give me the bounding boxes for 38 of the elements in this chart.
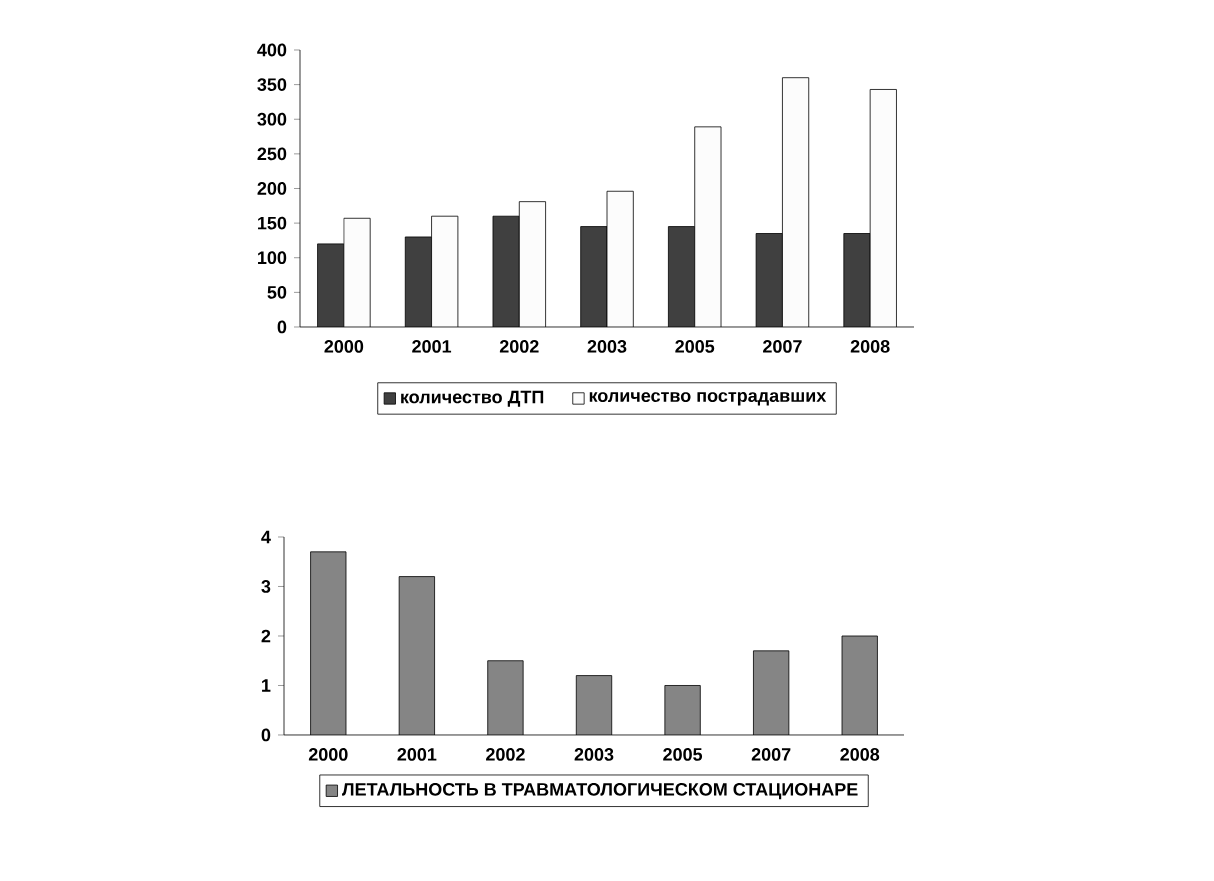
y-tick-label: 0 [261, 728, 271, 742]
bar [317, 243, 344, 327]
y-tick-label: 300 [257, 112, 287, 126]
x-tick-label: 2008 [850, 340, 890, 353]
x-tick-label: 2000 [308, 748, 348, 761]
y-tick-label: 1 [262, 679, 271, 692]
bar [756, 233, 783, 327]
bar [580, 226, 607, 327]
x-tick-label: 2008 [840, 748, 880, 761]
x-tick-label: 2002 [486, 748, 525, 761]
x-tick-label: 2002 [499, 340, 539, 353]
x-tick-label: 2003 [587, 340, 627, 353]
x-tick-label: 2005 [675, 340, 715, 353]
y-tick-label: 3 [261, 580, 271, 593]
bar [668, 226, 695, 327]
x-tick-label: 2007 [763, 340, 802, 353]
bar [843, 233, 871, 327]
legend-label: ЛЕТАЛЬНОСТЬ В ТРАВМАТОЛОГИЧЕСКОМ СТАЦИОНАРЕ [342, 782, 858, 800]
y-tick-label: 0 [277, 320, 287, 334]
bar [405, 236, 432, 327]
y-tick-label: 4 [261, 530, 271, 544]
bar [492, 216, 520, 327]
x-tick-label: 2001 [412, 340, 452, 353]
x-tick-label: 2005 [663, 748, 703, 761]
y-tick-label: 100 [258, 251, 287, 265]
y-tick-label: 2 [261, 629, 271, 643]
y-tick-label: 250 [257, 147, 287, 161]
legend-label: количество ДТП [401, 390, 544, 407]
y-tick-label: 50 [267, 285, 287, 299]
y-tick-label: 350 [257, 78, 287, 91]
x-tick-label: 2007 [751, 748, 791, 761]
legend-label: количество пострадавших [589, 392, 827, 406]
x-tick-label: 2000 [324, 340, 364, 353]
y-tick-label: 200 [257, 182, 287, 195]
x-tick-label: 2001 [397, 748, 437, 761]
y-tick-label: 400 [257, 43, 287, 57]
x-tick-label: 2003 [574, 748, 614, 761]
y-tick-label: 150 [258, 216, 287, 230]
